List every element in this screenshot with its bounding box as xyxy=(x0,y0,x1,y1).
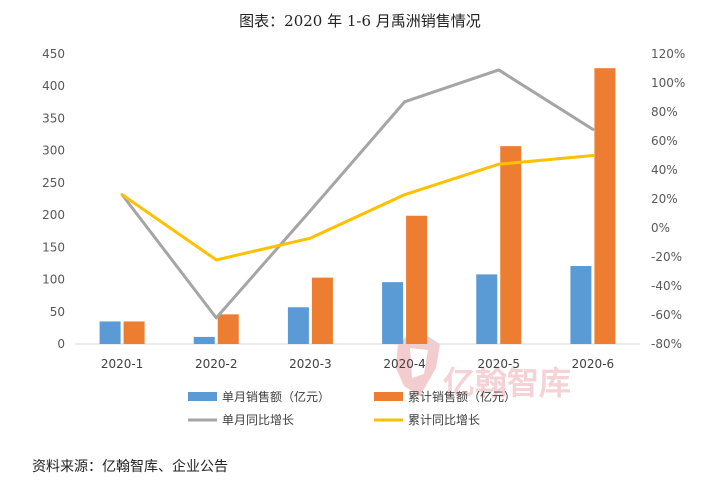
bar-cumulative-sales xyxy=(217,314,239,344)
legend: 单月销售额（亿元） 累计销售额（亿元） 单月同比增长 累计同比增长 xyxy=(188,389,516,427)
watermark-logo-mark xyxy=(396,330,440,396)
left-tick-label: 100 xyxy=(42,273,65,287)
left-tick-label: 0 xyxy=(57,337,65,351)
bar-monthly-sales xyxy=(382,282,404,344)
x-tick-label: 2020-3 xyxy=(289,357,332,371)
left-tick-label: 150 xyxy=(42,240,65,254)
watermark-text: 亿翰智库 xyxy=(443,364,571,402)
bar-cumulative-sales xyxy=(123,321,145,344)
bar-monthly-sales xyxy=(570,266,592,344)
bar-cumulative-sales xyxy=(311,277,333,344)
bar-cumulative-sales xyxy=(406,215,428,344)
bar-cumulative-sales xyxy=(594,68,616,344)
left-axis: 0 50 100 150 200 250 300 350 400 450 xyxy=(42,47,65,351)
left-tick-label: 200 xyxy=(42,208,65,222)
right-tick-label: -40% xyxy=(651,279,682,293)
left-tick-label: 50 xyxy=(50,305,65,319)
line-monthly-yoy xyxy=(120,68,595,320)
right-tick-label: -60% xyxy=(651,308,682,322)
x-tick-label: 2020-2 xyxy=(195,357,238,371)
legend-swatch-monthly-sales xyxy=(188,392,217,401)
right-tick-label: 100% xyxy=(651,76,685,90)
line-cumulative-yoy xyxy=(120,154,595,262)
left-tick-label: 350 xyxy=(42,111,65,125)
x-axis: 2020-1 2020-2 2020-3 2020-4 2020-5 2020-6 xyxy=(101,357,614,371)
left-tick-label: 400 xyxy=(42,79,65,93)
bar-series xyxy=(99,68,616,344)
x-tick-label: 2020-4 xyxy=(383,357,426,371)
left-tick-label: 300 xyxy=(42,144,65,158)
bar-monthly-sales xyxy=(287,307,309,344)
source-note: 资料来源：亿翰智库、企业公告 xyxy=(32,458,228,475)
right-tick-label: 40% xyxy=(651,163,678,177)
watermark-logo: 亿翰智库 xyxy=(396,330,571,402)
line-series xyxy=(120,68,595,320)
left-tick-label: 250 xyxy=(42,176,65,190)
right-tick-label: 60% xyxy=(651,134,678,148)
right-tick-label: -80% xyxy=(651,337,682,351)
x-tick-label: 2020-1 xyxy=(101,357,144,371)
right-tick-label: -20% xyxy=(651,250,682,264)
right-tick-label: 20% xyxy=(651,192,678,206)
legend-label-cumulative-yoy: 累计同比增长 xyxy=(408,413,480,427)
legend-swatch-cumulative-sales xyxy=(374,392,403,401)
chart-title: 图表：2020 年 1-6 月禹洲销售情况 xyxy=(239,12,481,30)
right-tick-label: 0% xyxy=(651,221,670,235)
legend-label-cumulative-sales: 累计销售额（亿元） xyxy=(408,389,516,404)
legend-label-monthly-yoy: 单月同比增长 xyxy=(222,413,294,427)
bar-monthly-sales xyxy=(476,274,498,344)
bar-monthly-sales xyxy=(193,336,215,344)
legend-label-monthly-sales: 单月销售额（亿元） xyxy=(222,389,330,404)
right-tick-label: 80% xyxy=(651,105,678,119)
x-tick-label: 2020-6 xyxy=(572,357,615,371)
right-tick-label: 120% xyxy=(651,47,685,61)
right-axis: -80% -60% -40% -20% 0% 20% 40% 60% 80% 100% 120% xyxy=(651,47,685,351)
x-tick-label: 2020-5 xyxy=(477,357,520,371)
bar-cumulative-sales xyxy=(500,146,522,344)
left-tick-label: 450 xyxy=(42,47,65,61)
bar-monthly-sales xyxy=(99,321,121,344)
